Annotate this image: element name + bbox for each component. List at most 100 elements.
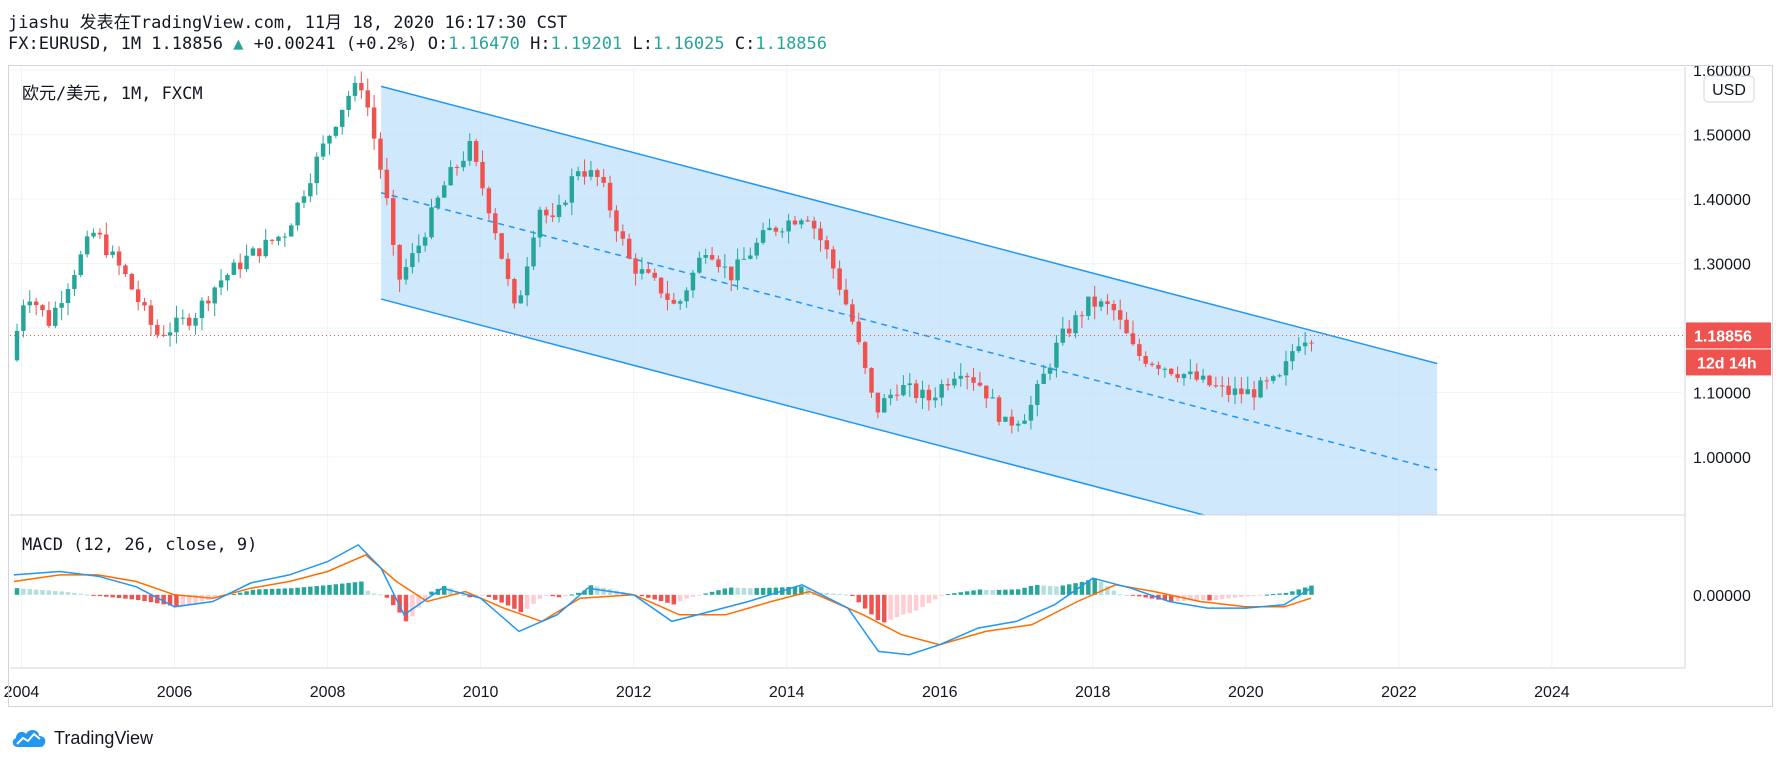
- candle-up: [888, 394, 893, 399]
- open-value: 1.16470: [448, 34, 520, 54]
- macd-histogram-bar: [1232, 594, 1238, 598]
- candle-up: [901, 384, 906, 396]
- high-value: 1.19201: [550, 34, 623, 54]
- macd-histogram-bar: [384, 594, 390, 598]
- candle-down: [869, 368, 874, 393]
- macd-histogram-bar: [1092, 578, 1097, 595]
- candle-down: [1226, 385, 1231, 395]
- candle-up: [1277, 375, 1282, 377]
- candle-up: [78, 254, 84, 276]
- candle-up: [754, 242, 759, 256]
- macd-histogram-bar: [901, 594, 906, 615]
- candle-up: [722, 266, 728, 268]
- candle-up: [907, 383, 912, 385]
- macd-histogram-bar: [314, 586, 319, 595]
- candle-up: [524, 266, 530, 296]
- macd-histogram-bar: [1041, 585, 1046, 595]
- candle-down: [33, 301, 39, 306]
- change-up-icon: ▲: [233, 34, 244, 54]
- macd-histogram-bar: [1066, 584, 1072, 595]
- candle-down: [129, 274, 135, 290]
- candle-down: [1264, 380, 1270, 382]
- macd-pane: [13, 543, 1314, 656]
- macd-histogram-bar: [850, 594, 855, 597]
- candle-down: [773, 227, 779, 232]
- candle-up: [467, 141, 472, 161]
- candle-down: [824, 240, 830, 250]
- close-value: 1.18856: [755, 34, 828, 54]
- candle-down: [104, 234, 109, 256]
- candle-down: [850, 304, 855, 322]
- candle-up: [563, 202, 568, 205]
- candle-down: [620, 231, 626, 239]
- candle-down: [237, 262, 243, 270]
- candle-up: [461, 160, 466, 168]
- candle-down: [135, 289, 141, 303]
- macd-histogram-bar: [1079, 581, 1085, 595]
- candle-up: [958, 375, 964, 379]
- macd-histogram-bar: [907, 594, 912, 614]
- candle-down: [142, 302, 147, 306]
- macd-histogram-bar: [40, 590, 45, 595]
- candle-up: [72, 275, 77, 290]
- candle-up: [314, 156, 319, 184]
- macd-histogram-bar: [531, 594, 536, 604]
- chart-frame: [8, 65, 1773, 707]
- candle-down: [97, 232, 103, 235]
- macd-histogram-bar: [308, 586, 313, 595]
- candle-up: [346, 95, 351, 110]
- macd-histogram-bar: [1175, 594, 1180, 602]
- macd-histogram-bar: [875, 594, 881, 621]
- candle-up: [231, 262, 237, 275]
- macd-histogram-bar: [33, 589, 39, 595]
- macd-histogram-bar: [575, 592, 581, 595]
- price-tick-label: 1.10000: [1693, 386, 1751, 403]
- macd-histogram-bar: [269, 588, 275, 595]
- macd-histogram-bar: [913, 594, 919, 611]
- macd-histogram-bar: [352, 582, 358, 595]
- candle-up: [1271, 376, 1276, 381]
- candle-down: [397, 244, 402, 280]
- candle-up: [556, 204, 562, 218]
- macd-histogram-bar: [569, 594, 575, 596]
- macd-histogram-bar: [59, 591, 64, 595]
- macd-histogram-bar: [480, 594, 485, 596]
- macd-histogram-bar: [1009, 589, 1015, 595]
- candle-up: [1015, 423, 1021, 426]
- macd-histogram-bar: [690, 594, 696, 597]
- candle-up: [263, 239, 268, 257]
- macd-histogram-bar: [709, 591, 715, 595]
- candle-down: [1143, 355, 1148, 364]
- candle-down: [1137, 344, 1142, 356]
- candle-up: [308, 183, 313, 197]
- macd-histogram-bar: [684, 594, 689, 599]
- macd-histogram-bar: [703, 593, 708, 595]
- macd-histogram-bar: [53, 590, 58, 595]
- candle-down: [811, 220, 817, 229]
- macd-histogram-bar: [391, 594, 396, 606]
- candle-up: [84, 236, 90, 255]
- macd-histogram-bar: [180, 594, 186, 606]
- macd-histogram-bar: [1290, 591, 1295, 595]
- high-label: H:: [530, 34, 551, 54]
- candle-up: [250, 248, 256, 256]
- candle-down: [1239, 388, 1244, 395]
- time-tick-label: 2024: [1534, 684, 1570, 701]
- time-tick-label: 2018: [1075, 684, 1111, 701]
- candle-up: [518, 295, 524, 304]
- candle-down: [378, 138, 383, 170]
- macd-histogram-bar: [563, 594, 568, 597]
- candle-up: [295, 202, 300, 226]
- ohlc-legend: FX:EURUSD, 1M 1.18856 ▲ +0.00241 (+0.2%)…: [8, 34, 827, 54]
- macd-histogram-bar: [595, 586, 600, 595]
- channel-group: [380, 85, 1438, 515]
- macd-histogram-bar: [403, 594, 409, 622]
- candle-up: [167, 332, 173, 336]
- candle-down: [186, 317, 192, 326]
- macd-histogram-bar: [524, 594, 530, 609]
- candle-up: [748, 255, 753, 259]
- macd-histogram-bar: [416, 594, 421, 608]
- macd-histogram-bar: [537, 594, 543, 599]
- candle-up: [639, 269, 645, 274]
